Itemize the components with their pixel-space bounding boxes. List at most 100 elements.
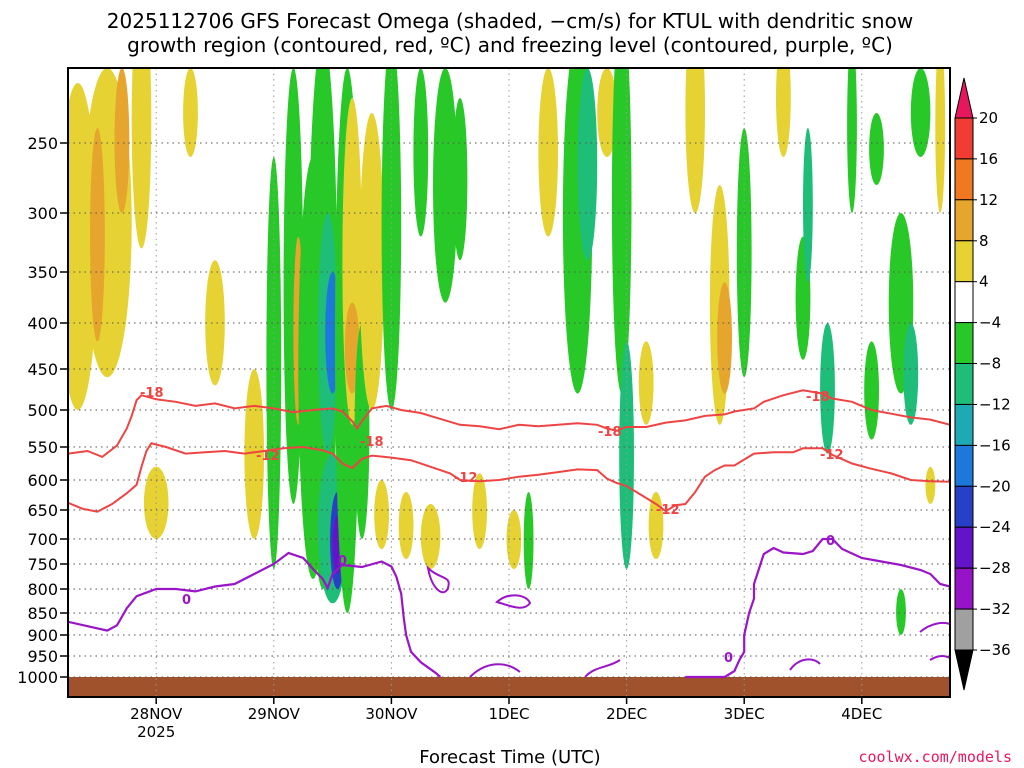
- omega-shade-blob: [736, 128, 752, 378]
- omega-shade-blob: [433, 68, 458, 303]
- omega-shade-blob: [903, 323, 919, 425]
- contour-label-zero-c: 0: [724, 651, 733, 666]
- omega-shade-blob: [820, 323, 835, 454]
- colorbar: 20 16 12 8 4 −4 −8 −12 −16 −20 −24 −28 −32 −36: [954, 77, 1011, 691]
- y-tick-label: 950: [27, 647, 58, 666]
- x-tick-label: 30NOV: [365, 705, 418, 723]
- colorbar-tick-label: 20: [979, 109, 998, 127]
- omega-shade-blob: [638, 341, 654, 425]
- omega-shade-blob: [896, 589, 906, 635]
- y-tick-label: 300: [27, 204, 58, 223]
- omega-shade-blob: [413, 68, 429, 237]
- colorbar-bottom-triangle: [954, 649, 974, 691]
- y-tick-label: 400: [27, 314, 58, 333]
- freezing-level-contour-west: [68, 551, 442, 678]
- omega-shade-blob: [452, 98, 468, 261]
- colorbar-tick-label: 16: [979, 150, 998, 168]
- colorbar-segment: [954, 240, 974, 283]
- contour-label-minus12-a: -12: [256, 449, 280, 464]
- contour-label-minus18-c: -18: [598, 425, 622, 440]
- omega-shade-blob: [803, 128, 813, 283]
- omega-shade-blob: [131, 68, 152, 249]
- colorbar-tick-label: 12: [979, 191, 998, 209]
- contour-label-minus12-d: -12: [820, 448, 844, 463]
- colorbar-tick-label: 8: [979, 232, 989, 250]
- y-tick-label: 350: [27, 263, 58, 282]
- y-tick-label: 650: [27, 501, 58, 520]
- y-tick-label: 800: [27, 580, 58, 599]
- contour-label-minus12-b: -12: [454, 471, 478, 486]
- omega-shade-blob: [717, 282, 732, 394]
- x-tick-sublabel: 2025: [137, 723, 175, 741]
- colorbar-segment: [954, 363, 974, 405]
- contour-lines: [68, 389, 950, 679]
- colorbar-tick-label: −4: [979, 314, 1001, 332]
- omega-shade-blob: [374, 480, 389, 549]
- colorbar-segment: [954, 199, 974, 242]
- x-tick-label: 2DEC: [606, 705, 647, 723]
- omega-shade-blob: [266, 157, 282, 569]
- colorbar-tick-label: −12: [979, 396, 1011, 414]
- x-tick-label: 1DEC: [488, 705, 529, 723]
- contour-label-zero-a: 0: [182, 593, 191, 608]
- colorbar-segment: [954, 117, 974, 160]
- y-tick-label: 550: [27, 438, 58, 457]
- omega-shade-blob: [114, 68, 130, 213]
- contour-label-minus18-b: -18: [360, 435, 384, 450]
- colorbar-segment: [954, 281, 974, 324]
- contour-label-group: -18 -18 -18 -18 -12 -12 -12 -12 0 0 0 0: [140, 386, 844, 666]
- omega-shade-blob: [685, 68, 705, 213]
- freezing-level-contour-lowlevel: [469, 622, 950, 678]
- omega-shade-blob: [90, 128, 105, 342]
- contour-label-zero-d: 0: [826, 534, 835, 549]
- freezing-level-contour-small-2: [495, 594, 532, 609]
- chart-title-line1: 2025112706 GFS Forecast Omega (shaded, −…: [107, 9, 913, 33]
- grid-lines: [68, 68, 950, 697]
- colorbar-segment: [954, 485, 974, 528]
- omega-shade-blob: [538, 68, 558, 237]
- dgz-bottom-contour: [68, 442, 950, 513]
- freezing-level-contour-east: [685, 537, 950, 679]
- colorbar-segment: [954, 526, 974, 569]
- contour-label-minus18-a: -18: [140, 386, 164, 401]
- omega-shade-blob: [869, 113, 884, 185]
- omega-shade-blob: [523, 492, 534, 589]
- chart-title-line2: growth region (contoured, red, ºC) and f…: [127, 33, 893, 57]
- omega-shade-blob: [244, 369, 264, 539]
- colorbar-tick-label: 4: [979, 273, 989, 291]
- omega-shade-blob: [611, 68, 632, 394]
- omega-shade-blob: [776, 68, 791, 157]
- x-tick-label: 29NOV: [248, 705, 301, 723]
- y-tick-label: 500: [27, 401, 58, 420]
- ground-band: [68, 677, 950, 697]
- colorbar-segment: [954, 608, 974, 651]
- freezing-level-contour-small-1: [426, 565, 450, 594]
- colorbar-tick-label: −32: [979, 600, 1011, 618]
- y-tick-label: 750: [27, 555, 58, 574]
- omega-shade-blob: [359, 113, 385, 410]
- y-tick-label: 600: [27, 471, 58, 490]
- omega-shade-blob: [205, 260, 225, 386]
- y-tick-label: 850: [27, 604, 58, 623]
- omega-shade-blob: [398, 492, 414, 559]
- credit-text: coolwx.com/models: [858, 748, 1012, 766]
- omega-shade-blob: [619, 341, 634, 569]
- omega-shade-blob: [183, 68, 198, 157]
- x-tick-label: 28NOV: [130, 705, 183, 723]
- omega-shade-blob: [420, 504, 441, 569]
- omega-shade-blob: [864, 341, 879, 440]
- x-axis-label: Forecast Time (UTC): [419, 747, 600, 768]
- x-tick-label: 4DEC: [841, 705, 882, 723]
- omega-shade-blob: [597, 68, 617, 157]
- colorbar-segment: [954, 404, 974, 446]
- omega-shade-blob: [847, 68, 857, 213]
- y-tick-label: 900: [27, 626, 58, 645]
- colorbar-tick-label: −20: [979, 477, 1011, 495]
- omega-shade-blob: [925, 466, 936, 504]
- omega-shade-blob: [472, 473, 487, 549]
- y-tick-label: 700: [27, 530, 58, 549]
- colorbar-segment: [954, 567, 974, 610]
- y-tick-label: 1000: [17, 668, 58, 687]
- dgz-top-contour: [68, 389, 950, 459]
